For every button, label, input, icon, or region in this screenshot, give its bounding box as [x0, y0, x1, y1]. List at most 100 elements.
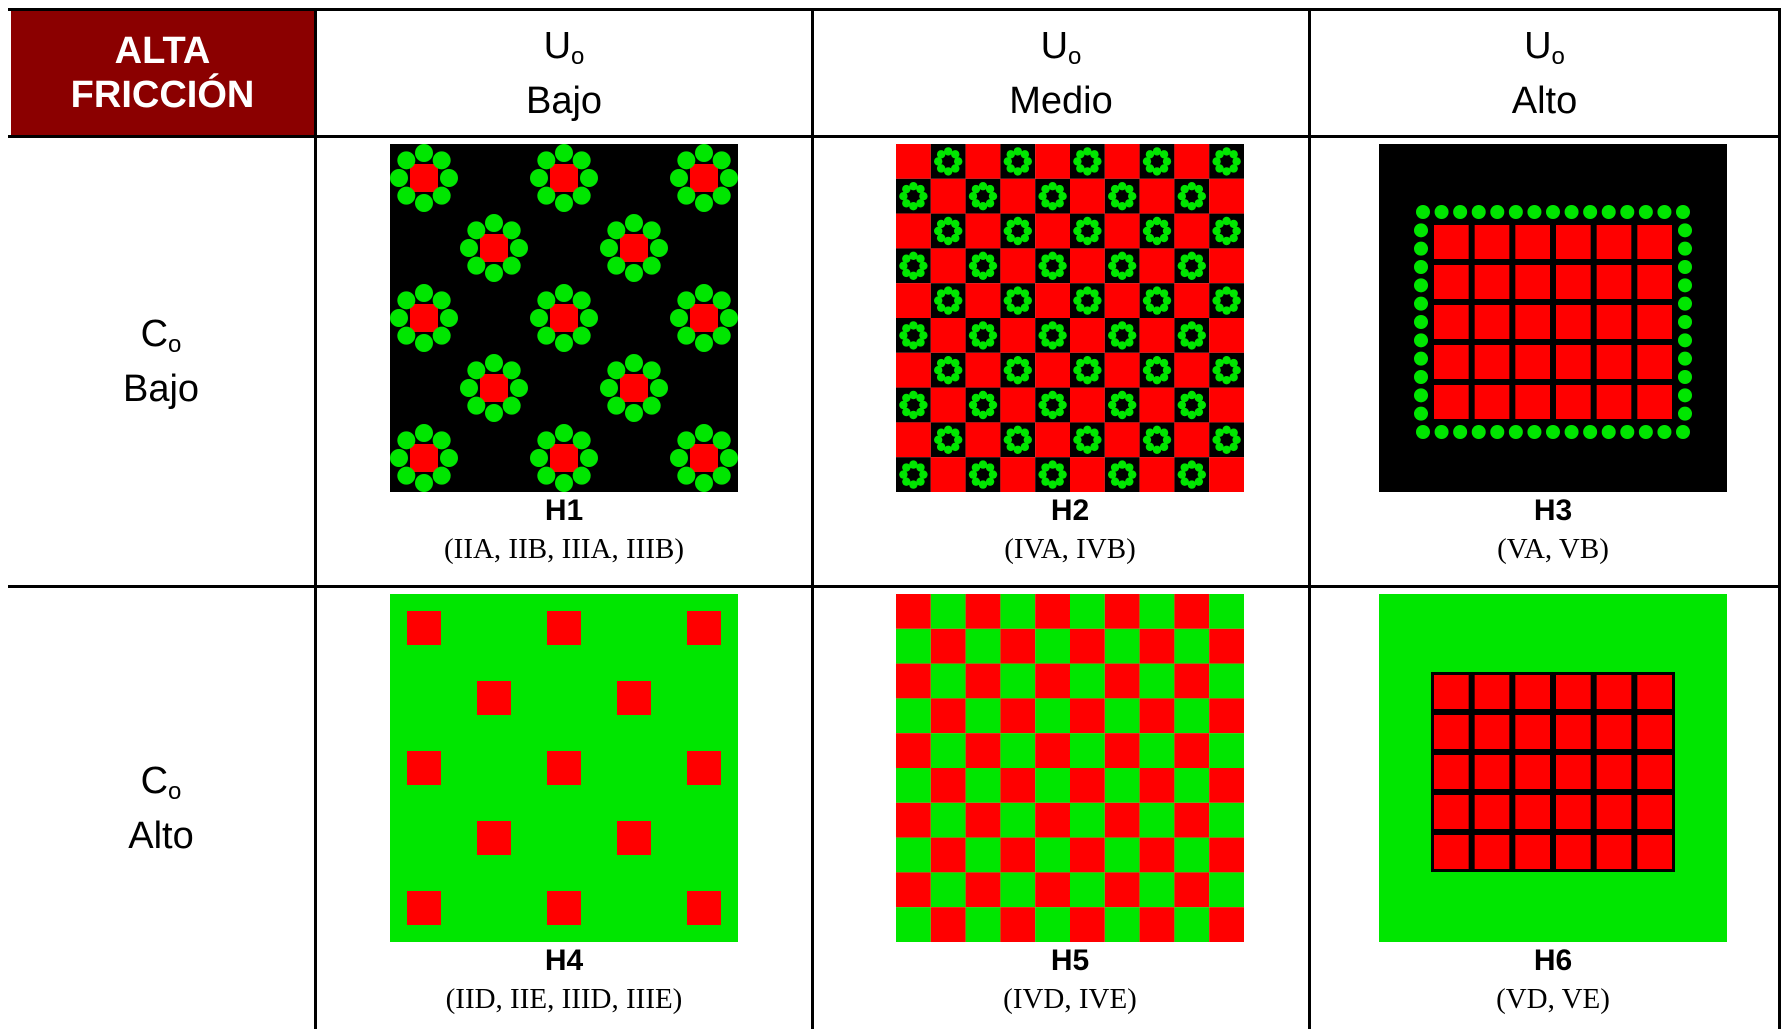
- tile-red: [1000, 318, 1036, 353]
- ring-dot: [1058, 331, 1067, 340]
- grid-cell: [1556, 755, 1591, 789]
- flower-petal: [712, 151, 731, 170]
- pattern-cases-h5: (IVD, IVE): [1003, 983, 1137, 1015]
- ring-dot: [899, 192, 908, 201]
- ring-dot: [1118, 480, 1127, 489]
- ring-dot: [1145, 233, 1155, 243]
- flower-petal: [642, 256, 661, 275]
- ring-dot: [1006, 303, 1015, 312]
- red-square: [407, 751, 441, 785]
- ring-dot: [1152, 147, 1162, 156]
- ring-dot: [1013, 286, 1022, 295]
- checker-tile: [1070, 594, 1105, 629]
- ring-dot: [1023, 435, 1032, 444]
- ring-dot: [1090, 150, 1099, 159]
- tile-red: [896, 422, 931, 458]
- flower-petal: [537, 291, 556, 310]
- ring-dot: [1152, 167, 1162, 176]
- flower-petal: [485, 354, 503, 372]
- border-dot: [1678, 315, 1692, 329]
- ring-dot: [1055, 338, 1064, 347]
- border-dot: [1546, 425, 1560, 439]
- checker-tile: [930, 907, 966, 942]
- red-square: [687, 891, 721, 925]
- pattern-h1-image: [390, 144, 738, 492]
- checker-tile: [1000, 802, 1036, 838]
- checker-tile: [1035, 733, 1070, 768]
- grid-cell: [1474, 715, 1510, 749]
- ring-dot: [985, 463, 995, 472]
- tile-red: [1104, 283, 1140, 318]
- grid-cell: [1556, 715, 1591, 749]
- flower-petal: [607, 396, 626, 415]
- flower-petal: [397, 326, 416, 345]
- flower-petal: [390, 169, 408, 187]
- tile-red: [1104, 144, 1140, 179]
- ring-dot: [1197, 400, 1206, 410]
- flower-petal: [397, 466, 416, 485]
- ring-dot: [985, 407, 995, 417]
- flower-center: [550, 304, 578, 332]
- grid-cell: [1515, 305, 1550, 339]
- ring-dot: [1090, 303, 1099, 312]
- ring-dot: [902, 324, 911, 333]
- checker-tile: [1000, 837, 1036, 873]
- grid-cell: [1434, 675, 1469, 709]
- ring-dot: [1055, 184, 1064, 194]
- ring-dot: [1212, 157, 1221, 166]
- flower-petal: [467, 396, 486, 415]
- ring-dot: [1076, 373, 1085, 382]
- ring-dot: [988, 400, 998, 410]
- grid-cell: [1596, 265, 1632, 299]
- grid-cell: [1474, 385, 1510, 419]
- checker-tile: [1035, 837, 1070, 873]
- ring-dot: [1229, 442, 1238, 452]
- ring-dot: [1083, 445, 1092, 454]
- ring-dot: [1013, 445, 1022, 454]
- red-square: [617, 821, 651, 855]
- table-row-divider-1: [8, 135, 1781, 138]
- ring-dot: [909, 341, 918, 350]
- ring-dot: [1187, 251, 1196, 260]
- ring-dot: [916, 393, 925, 403]
- grid-cell: [1434, 265, 1469, 299]
- grid-cell: [1474, 305, 1510, 339]
- ring-dot: [988, 261, 998, 270]
- flower-petal: [720, 169, 738, 187]
- ring-dot: [916, 324, 925, 333]
- red-square: [407, 891, 441, 925]
- pattern-h4-image: [390, 594, 738, 942]
- ring-dot: [971, 199, 981, 208]
- tile-red: [1000, 457, 1036, 492]
- flower-petal: [555, 424, 573, 442]
- grid-cell: [1556, 265, 1591, 299]
- flower-petal: [712, 291, 731, 310]
- flower-petal: [537, 466, 556, 485]
- flower-petal: [555, 194, 573, 212]
- grid-cell: [1515, 345, 1550, 379]
- ring-dot: [1194, 393, 1204, 403]
- flower-petal: [695, 334, 713, 352]
- ring-dot: [1073, 366, 1082, 375]
- grid-cell: [1637, 265, 1672, 299]
- grid-cell: [1596, 835, 1632, 869]
- flower-petal: [432, 291, 451, 310]
- ring-dot: [1222, 356, 1231, 365]
- tile-red: [965, 144, 1001, 179]
- border-dot: [1471, 205, 1486, 219]
- ring-dot: [1003, 435, 1012, 444]
- border-dot: [1416, 205, 1430, 219]
- flower-petal: [572, 431, 591, 450]
- tile-red: [896, 213, 931, 249]
- ring-dot: [1229, 219, 1238, 229]
- ring-dot: [951, 289, 960, 298]
- flower-petal: [485, 404, 503, 422]
- checker-tile: [1000, 628, 1036, 664]
- flower-petal: [415, 474, 433, 492]
- flower-petal: [502, 361, 521, 380]
- tile-red: [965, 352, 1001, 388]
- ring-dot: [1023, 157, 1032, 166]
- ring-dot: [1048, 341, 1057, 350]
- pattern-h6-image: [1379, 594, 1727, 942]
- border-dot: [1414, 315, 1428, 329]
